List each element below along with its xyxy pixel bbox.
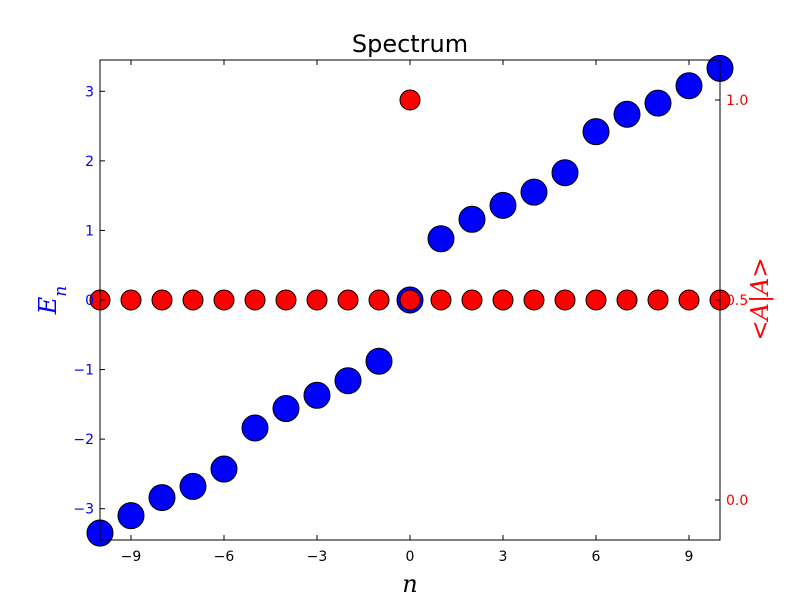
- overlap-point-2: [151, 289, 173, 311]
- overlap-point-11: [399, 89, 421, 111]
- y-left-tick-label: −3: [73, 502, 94, 518]
- overlap-point-14: [492, 289, 514, 311]
- y-left-tick-label: −2: [73, 432, 94, 448]
- y-right-tick-label: 1.0: [726, 93, 748, 109]
- overlap-point-15: [523, 289, 545, 311]
- y-left-tick-label: 2: [85, 154, 94, 170]
- y-left-ticks: −3 −2 −1 0 1 2 3: [73, 84, 105, 518]
- overlap-point-4: [213, 289, 235, 311]
- energy-point-11: [427, 225, 455, 253]
- y-right-axis-label: <A|A>: [746, 258, 775, 341]
- energy-point-2: [148, 484, 176, 512]
- y-left-tick-label: 3: [85, 84, 94, 100]
- overlap-point-17: [585, 289, 607, 311]
- overlap-point-9: [368, 289, 390, 311]
- x-tick-label: −6: [214, 549, 235, 565]
- markers-layer: [86, 54, 734, 547]
- energy-point-13: [489, 191, 517, 219]
- y-left-axis-label: En: [34, 286, 71, 315]
- y-left-label-base: E: [34, 296, 62, 315]
- y-left-tick-label: −1: [73, 363, 94, 379]
- chart-title: Spectrum: [352, 30, 468, 58]
- x-ticks: −9 −6 −3 0 3 6 9: [121, 60, 694, 565]
- energy-point-6: [272, 395, 300, 423]
- overlap-point-6: [275, 289, 297, 311]
- energy-point-15: [551, 159, 579, 187]
- x-tick-label: 9: [685, 549, 694, 565]
- energy-point-18: [644, 89, 672, 117]
- x-tick-label: 0: [406, 549, 415, 565]
- energy-point-12: [458, 205, 486, 233]
- overlap-point-16: [554, 289, 576, 311]
- energy-point-19: [675, 72, 703, 100]
- overlap-point-12: [430, 289, 452, 311]
- y-right-tick-label: 0.0: [726, 493, 748, 509]
- energy-point-4: [210, 455, 238, 483]
- overlap-point-1: [120, 289, 142, 311]
- y-right-ticks: 0.0 0.5 1.0: [715, 93, 748, 509]
- energy-point-16: [582, 118, 610, 146]
- energy-point-14: [520, 178, 548, 206]
- overlap-point-19: [647, 289, 669, 311]
- overlap-point-3: [182, 289, 204, 311]
- energy-point-5: [241, 414, 269, 442]
- y-left-tick-label: 0: [85, 293, 94, 309]
- x-tick-label: 3: [499, 549, 508, 565]
- x-tick-label: 6: [592, 549, 601, 565]
- y-left-label-sub: n: [51, 286, 71, 297]
- overlap-point-13: [461, 289, 483, 311]
- overlap-point-8: [337, 289, 359, 311]
- overlap-point-7: [306, 289, 328, 311]
- energy-point-7: [303, 381, 331, 409]
- overlap-point-10: [399, 289, 421, 311]
- x-tick-label: −3: [307, 549, 328, 565]
- energy-point-3: [179, 472, 207, 500]
- x-axis-label: n: [402, 570, 417, 598]
- energy-point-9: [365, 347, 393, 375]
- y-left-tick-label: 1: [85, 223, 94, 239]
- overlap-point-18: [616, 289, 638, 311]
- overlap-point-20: [678, 289, 700, 311]
- y-right-tick-label: 0.5: [726, 293, 748, 309]
- overlap-point-5: [244, 289, 266, 311]
- energy-point-8: [334, 367, 362, 395]
- energy-point-1: [117, 502, 145, 530]
- x-tick-label: −9: [121, 549, 142, 565]
- energy-point-17: [613, 100, 641, 128]
